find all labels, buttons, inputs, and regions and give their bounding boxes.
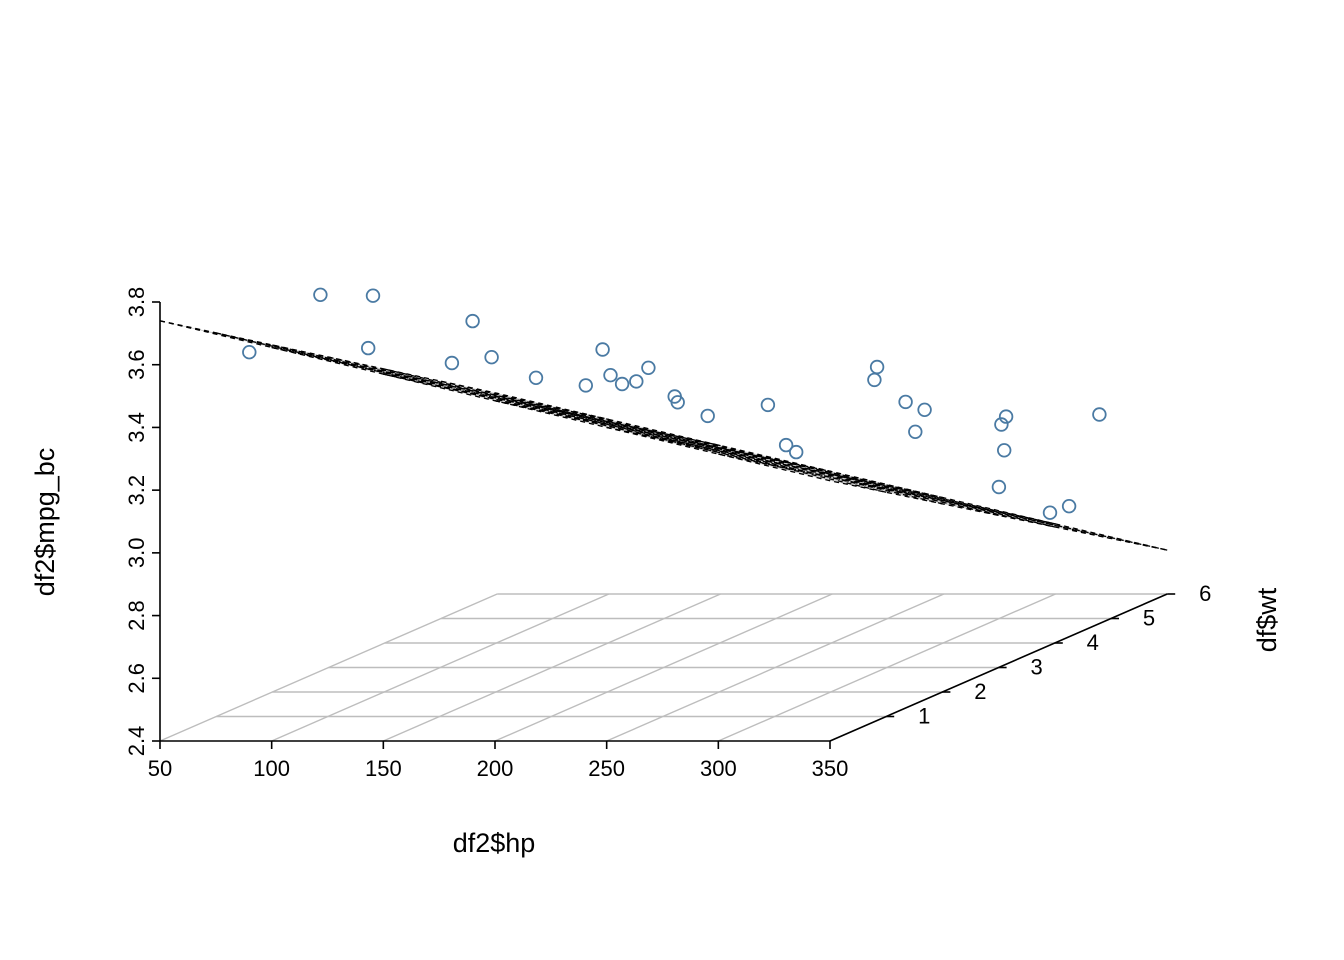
data-point-18 <box>760 397 776 413</box>
data-point-25 <box>908 424 923 440</box>
data-point-31 <box>1061 499 1077 514</box>
data-point-17 <box>700 408 715 424</box>
data-point-26 <box>998 409 1014 424</box>
data-point-30 <box>1042 505 1058 520</box>
data-point-16 <box>670 395 685 410</box>
data-point-5 <box>465 313 480 329</box>
data-point-29 <box>991 479 1007 495</box>
data-point-14 <box>629 374 644 389</box>
y-tick-label-6: 6 <box>1199 581 1211 606</box>
data-point-6 <box>444 355 460 371</box>
y-axis: 1 2 3 4 5 6 <box>829 581 1211 742</box>
plane-diagonal-1 <box>159 320 833 473</box>
z-tick-label-1: 2.4 <box>124 726 149 757</box>
x-axis-title: df2$hp <box>453 828 536 858</box>
z-axis: 2.4 2.6 2.8 3.0 3.2 3.4 3.6 3.8 <box>124 287 161 757</box>
plane-diagonal-5 <box>606 426 1055 528</box>
z-tick-label-7: 3.6 <box>124 349 149 380</box>
data-point-7 <box>484 350 499 365</box>
data-point-3 <box>365 288 381 303</box>
x-tick-label-1: 50 <box>148 756 172 781</box>
regression-plane-gridlines <box>159 320 1168 551</box>
plane-line-x-5 <box>718 453 1056 525</box>
data-point-2 <box>313 287 328 303</box>
x-tick-label-3: 150 <box>365 756 402 781</box>
x-tick-label-7: 350 <box>812 756 849 781</box>
plane-line-y-3 <box>328 356 999 517</box>
data-point-28 <box>997 443 1012 458</box>
y-tick-label-2: 2 <box>974 679 986 704</box>
z-tick-label-6: 3.4 <box>124 412 149 443</box>
x-tick-label-2: 100 <box>253 756 290 781</box>
y-tick-label-5: 5 <box>1143 606 1155 631</box>
data-point-8 <box>528 370 544 386</box>
x-tick-label-6: 300 <box>700 756 737 781</box>
data-point-11 <box>603 368 618 383</box>
data-point-1 <box>242 345 257 360</box>
z-axis-title: df2$mpg_bc <box>30 448 60 597</box>
data-points <box>242 287 1107 520</box>
y-tick-label-3: 3 <box>1030 655 1042 680</box>
x-tick-label-4: 200 <box>477 756 514 781</box>
data-point-21 <box>867 372 882 388</box>
z-tick-label-2: 2.6 <box>124 663 149 694</box>
data-point-9 <box>578 378 594 393</box>
z-tick-label-8: 3.8 <box>124 287 149 318</box>
x-axis: 50 100 150 200 250 300 350 <box>148 740 849 781</box>
data-point-32 <box>1092 407 1107 422</box>
data-point-22 <box>869 359 885 375</box>
x-tick-label-5: 250 <box>588 756 625 781</box>
data-point-4 <box>361 340 376 356</box>
plane-diagonal-3 <box>383 373 1056 525</box>
data-point-12 <box>614 376 630 392</box>
data-point-27 <box>994 417 1009 432</box>
y-tick-label-1: 1 <box>918 704 930 729</box>
z-tick-label-5: 3.2 <box>124 475 149 506</box>
data-point-20 <box>789 444 804 460</box>
data-point-24 <box>917 402 932 418</box>
plane-diagonal-4 <box>494 400 1168 551</box>
y-axis-title: df$wt <box>1252 587 1282 652</box>
z-tick-label-3: 2.8 <box>124 600 149 631</box>
axes: 50 100 150 200 250 300 350 1 2 3 4 5 6 2.4 2.6 2.8 3.0… <box>124 287 1211 781</box>
plane-diagonal-2 <box>271 346 945 499</box>
y-tick-label-4: 4 <box>1087 630 1099 655</box>
data-point-13 <box>641 360 656 376</box>
data-point-10 <box>595 342 610 357</box>
base-plane-grid <box>159 593 1168 742</box>
data-point-19 <box>778 437 794 453</box>
data-point-23 <box>898 394 913 410</box>
z-tick-label-4: 3.0 <box>124 538 149 569</box>
